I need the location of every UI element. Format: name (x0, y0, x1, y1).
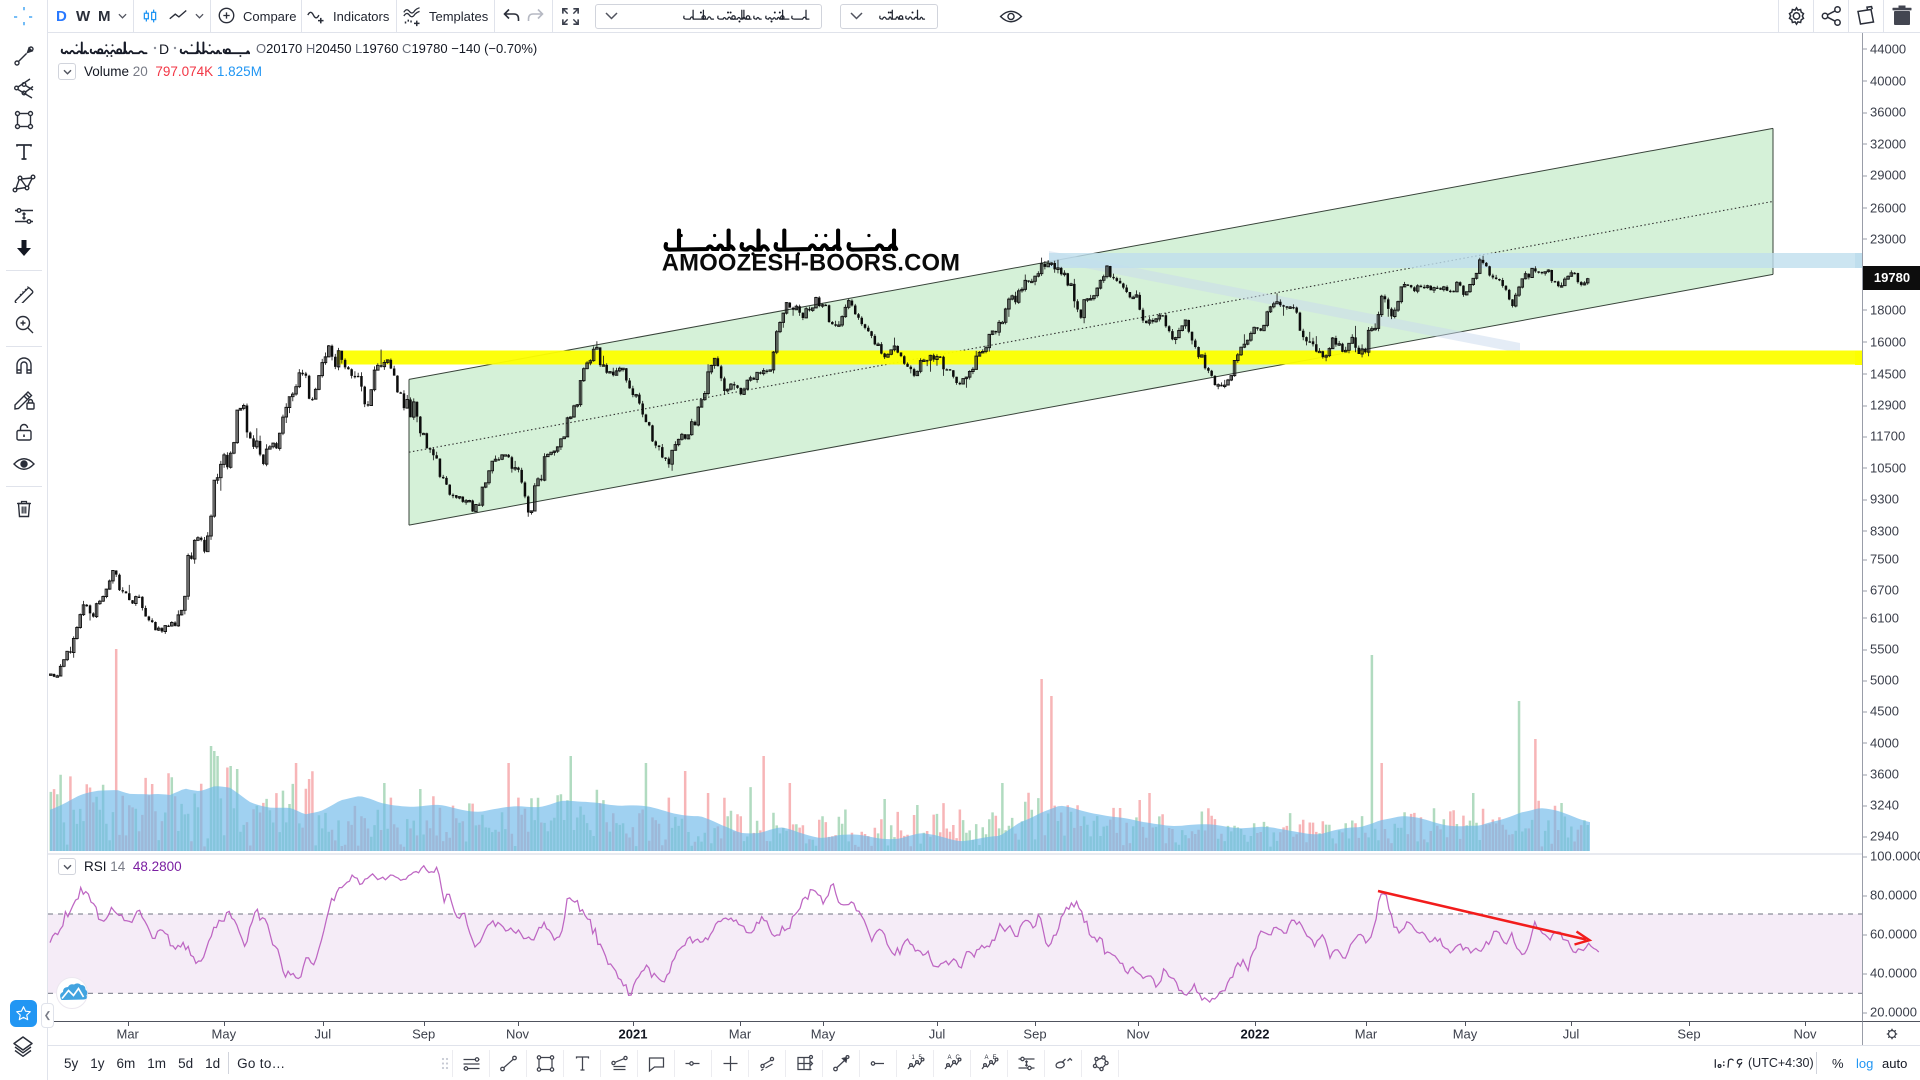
svg-text:AMOOZESH-BOORS.COM: AMOOZESH-BOORS.COM (662, 250, 960, 277)
svg-text:E: E (992, 1055, 996, 1061)
svg-text:D: D (159, 41, 169, 57)
svg-text:5: 5 (918, 1055, 922, 1061)
svg-text:C: C (955, 1055, 960, 1061)
svg-text:1: 1 (911, 1055, 915, 1061)
svg-text:A: A (947, 1055, 951, 1061)
svg-text:A: A (984, 1055, 988, 1061)
